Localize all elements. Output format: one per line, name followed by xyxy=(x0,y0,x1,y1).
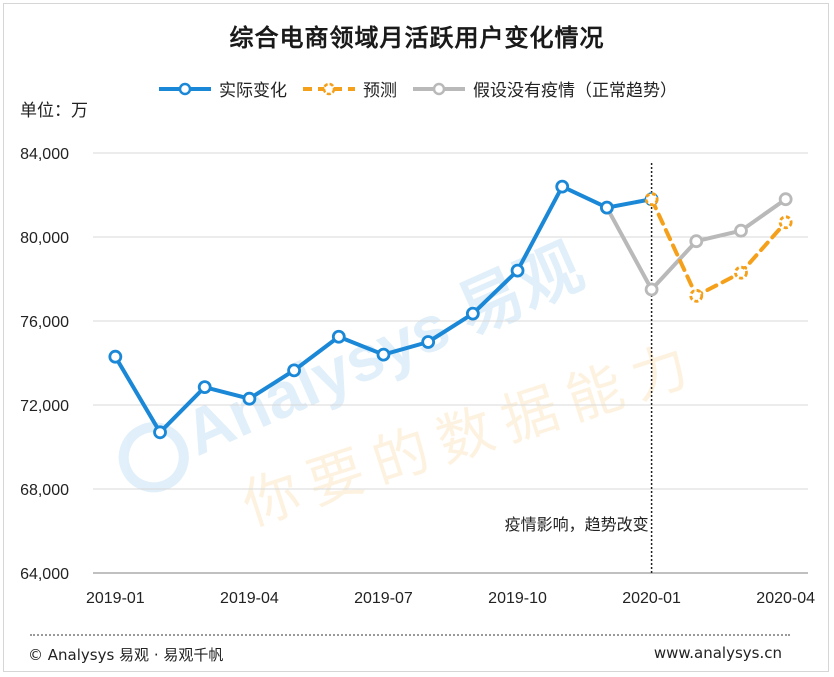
data-point-1-0 xyxy=(644,192,659,207)
data-point-0-7 xyxy=(421,335,436,349)
x-tick-label: 2019-04 xyxy=(220,590,279,607)
chart-frame xyxy=(3,3,829,672)
data-point-0-10 xyxy=(555,179,570,194)
data-point-0-3 xyxy=(242,391,257,406)
data-point-0-6 xyxy=(376,347,391,362)
data-point-2-1 xyxy=(644,282,659,297)
series-line-1 xyxy=(649,197,788,298)
y-tick-label: 68,000 xyxy=(20,482,69,499)
data-point-1-1 xyxy=(689,288,704,303)
data-point-0-4 xyxy=(287,363,301,378)
data-point-0-9 xyxy=(510,263,525,278)
annotation-text: 疫情影响，趋势改变 xyxy=(505,515,649,534)
data-point-2-2 xyxy=(689,234,704,249)
legend-item-forecast: 预测 xyxy=(301,76,397,101)
footer-divider xyxy=(30,634,790,636)
x-tick-label: 2019-01 xyxy=(86,590,145,607)
data-point-1-2 xyxy=(734,265,748,280)
footer-copyright: © Analysys 易观 · 易观千帆 xyxy=(28,646,224,664)
footer-website: www.analysys.cn xyxy=(653,644,782,662)
data-point-0-2 xyxy=(197,380,212,395)
y-tick-label: 72,000 xyxy=(20,398,69,415)
series-line-0 xyxy=(113,184,654,435)
data-point-2-3 xyxy=(734,223,748,238)
legend-line-actual-icon xyxy=(159,82,211,95)
legend-label-forecast: 预测 xyxy=(363,81,397,101)
x-tick-label: 2019-07 xyxy=(354,590,413,607)
data-point-0-8 xyxy=(465,306,480,321)
legend-item-actual: 实际变化 xyxy=(157,76,287,101)
data-point-0-11 xyxy=(600,200,614,215)
y-tick-label: 80,000 xyxy=(20,230,69,247)
legend-line-normal-icon xyxy=(413,82,465,95)
legend-line-forecast-icon xyxy=(303,82,355,95)
data-point-0-1 xyxy=(153,425,167,440)
legend-label-normal: 假设没有疫情（正常趋势） xyxy=(473,81,677,101)
data-point-2-4 xyxy=(778,192,793,207)
y-tick-label: 76,000 xyxy=(20,314,69,331)
data-point-1-3 xyxy=(778,215,793,230)
data-point-0-0 xyxy=(108,349,123,364)
unit-label: 单位：万 xyxy=(20,101,88,121)
legend-item-normal: 假设没有疫情（正常趋势） xyxy=(411,76,677,101)
x-tick-label: 2019-10 xyxy=(488,590,547,607)
x-tick-label: 2020-01 xyxy=(622,590,681,607)
x-tick-label: 2020-04 xyxy=(756,590,815,607)
chart-title: 综合电商领域月活跃用户变化情况 xyxy=(229,24,605,52)
legend: 实际变化 预测 假设没有疫情（正常趋势） xyxy=(0,76,834,101)
data-point-0-5 xyxy=(331,329,346,344)
y-tick-label: 64,000 xyxy=(20,566,69,583)
legend-label-actual: 实际变化 xyxy=(219,81,287,101)
y-tick-label: 84,000 xyxy=(20,146,69,163)
